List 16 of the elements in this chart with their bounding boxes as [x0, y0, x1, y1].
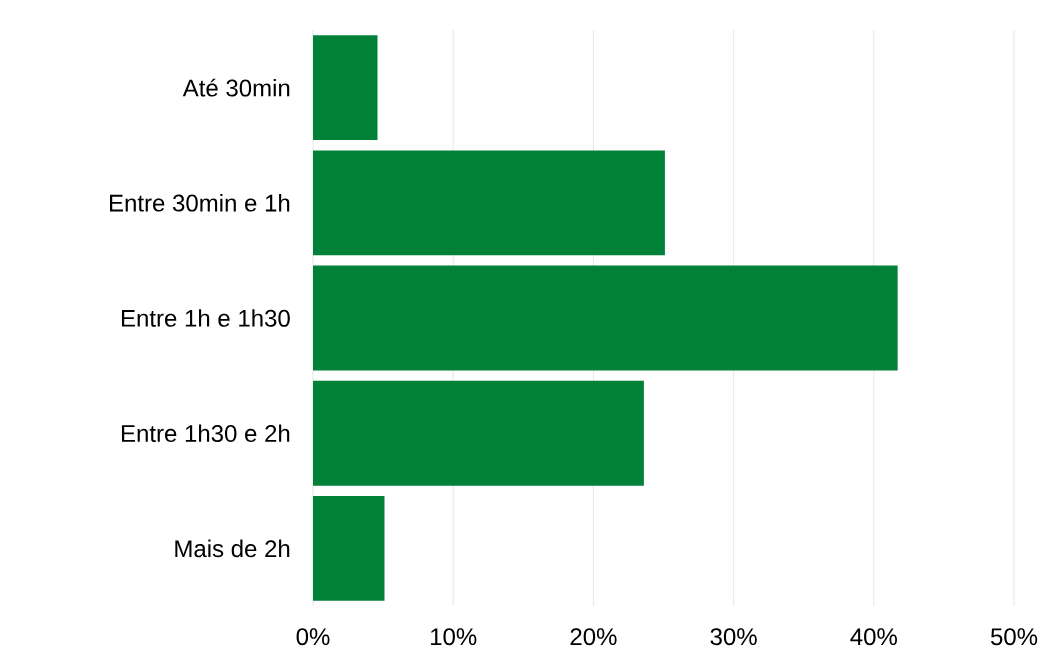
y-tick-label: Entre 1h e 1h30 — [121, 309, 290, 327]
y-tick-label: Entre 1h30 e 2h — [121, 424, 290, 443]
x-tick-label: 30% — [710, 628, 757, 646]
y-tick-label: Entre 30min e 1h — [109, 193, 290, 212]
bar — [313, 35, 378, 141]
x-tick-label: 50% — [990, 628, 1038, 646]
x-tick-label: 40% — [850, 628, 897, 646]
bar — [313, 265, 898, 371]
y-tick-label: Mais de 2h — [175, 539, 290, 558]
bar — [313, 380, 644, 486]
x-tick-label: 10% — [431, 628, 477, 646]
bar — [313, 495, 385, 601]
bar — [313, 150, 665, 256]
x-tick-label: 20% — [570, 628, 617, 646]
x-tick-label: 0% — [296, 628, 330, 646]
y-tick-label: Até 30min — [182, 78, 290, 97]
